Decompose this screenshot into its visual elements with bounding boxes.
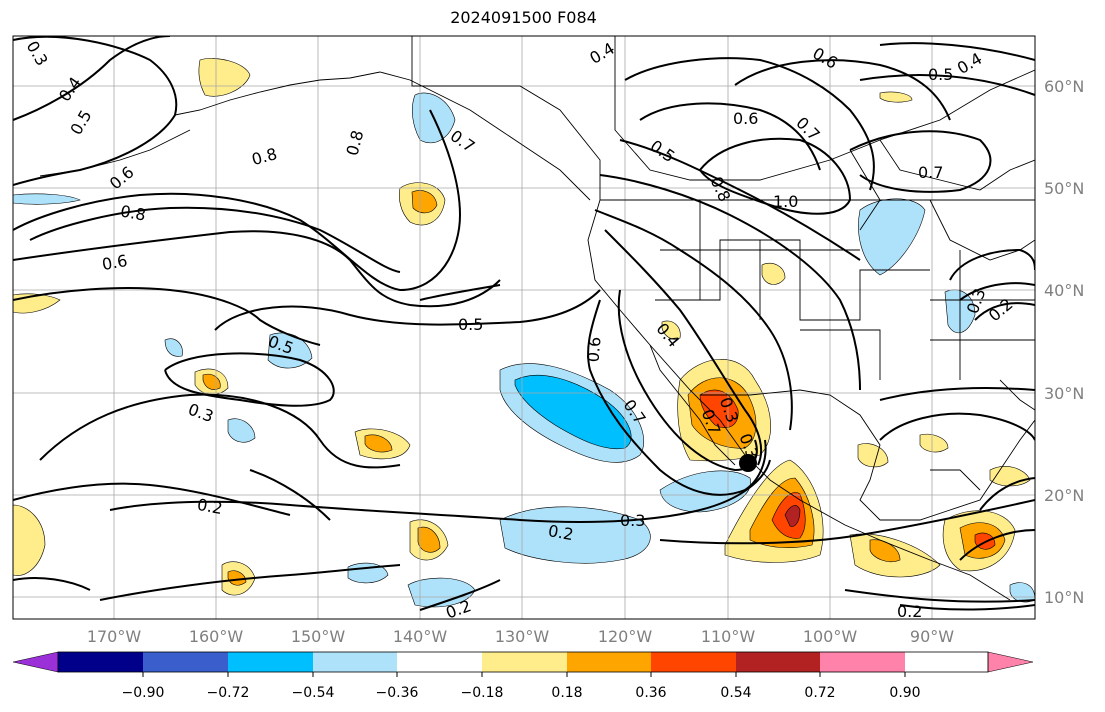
- colorbar-tick-label: 0.18: [551, 685, 582, 701]
- negative-shading: [164, 338, 183, 357]
- colorbar-segment: [820, 652, 905, 672]
- colorbar-tick-label: −0.72: [207, 685, 250, 701]
- positive-shading: [227, 570, 247, 586]
- colorbar-segment: [567, 652, 651, 672]
- colorbar-extend-high: [987, 651, 1034, 673]
- lon-label: 110°W: [701, 627, 756, 646]
- contour-label: 0.6: [583, 336, 604, 363]
- colorbar-segment: [397, 652, 482, 672]
- positive-shading: [411, 190, 438, 214]
- negative-shading: [227, 418, 256, 443]
- colorbar-frame: [57, 651, 989, 673]
- lon-label: 170°W: [87, 627, 142, 646]
- contour-label: 0.6: [100, 251, 128, 274]
- contour-lines: [13, 36, 1035, 611]
- colorbar-tick-label: 0.90: [889, 685, 920, 701]
- lat-label: 20°N: [1044, 486, 1084, 505]
- shading-layer: [13, 58, 1035, 608]
- colorbar-segment: [228, 652, 313, 672]
- lon-label: 120°W: [598, 627, 653, 646]
- colorbar-tick-label: −0.18: [461, 685, 504, 701]
- colorbar-tick-label: 0.72: [804, 685, 835, 701]
- colorbar-segment: [58, 652, 143, 672]
- colorbar-tick-label: −0.36: [376, 685, 419, 701]
- lat-label: 30°N: [1044, 384, 1084, 403]
- colorbar-segment: [651, 652, 736, 672]
- colorbar-segment: [736, 652, 820, 672]
- lon-label: 100°W: [803, 627, 858, 646]
- colorbar-tick-label: 0.54: [720, 685, 751, 701]
- colorbar-tick-label: −0.54: [292, 685, 335, 701]
- graticule: [13, 36, 1035, 619]
- contour-label: 0.6: [733, 109, 758, 128]
- lat-label: 10°N: [1044, 588, 1084, 607]
- colorbar-tick-label: 0.36: [635, 685, 666, 701]
- colorbar: −0.90 −0.72 −0.54 −0.36 −0.18 0.18 0.36 0.54 0.7…: [12, 651, 1034, 701]
- colorbar-segment: [143, 652, 228, 672]
- contour-label: 0.2: [897, 602, 922, 621]
- negative-shading: [858, 198, 926, 276]
- lat-label: 50°N: [1044, 179, 1084, 198]
- positive-shading: [198, 58, 251, 97]
- lon-label: 150°W: [291, 627, 346, 646]
- positive-shading: [661, 320, 681, 340]
- negative-shading: [13, 193, 81, 205]
- contour-label: 0.2: [196, 495, 224, 518]
- positive-shading: [857, 443, 889, 468]
- colorbar-segment: [313, 652, 397, 672]
- storm-center-marker: [739, 454, 757, 472]
- colorbar-tick-label: −0.90: [122, 685, 165, 701]
- contour-label: 0.7: [918, 163, 943, 182]
- plot-frame: [12, 35, 1036, 620]
- positive-shading: [879, 91, 913, 103]
- map-title: 2024091500 F084: [450, 8, 597, 27]
- contour-label: 0.5: [928, 65, 953, 84]
- positive-shading: [784, 505, 801, 527]
- lon-label: 160°W: [189, 627, 244, 646]
- positive-shading: [13, 504, 46, 576]
- lon-label: 130°W: [495, 627, 550, 646]
- colorbar-segment: [482, 652, 567, 672]
- positive-shading: [761, 262, 786, 285]
- lat-label: 60°N: [1044, 77, 1084, 96]
- contour-label: 0.8: [119, 201, 147, 224]
- lat-label: 40°N: [1044, 281, 1084, 300]
- positive-shading: [699, 389, 739, 429]
- contour-label: 1.0: [773, 192, 798, 211]
- coastlines: [39, 36, 1035, 601]
- contour-label: 0.3: [620, 511, 645, 530]
- lon-label: 140°W: [393, 627, 448, 646]
- contour-label: 0.5: [458, 315, 483, 334]
- latitude-labels: 60°N 50°N 40°N 30°N 20°N 10°N: [1044, 77, 1084, 607]
- colorbar-extend-low: [12, 651, 59, 673]
- positive-shading: [364, 434, 393, 453]
- contour-label: 0.2: [547, 521, 575, 544]
- lon-label: 90°W: [910, 627, 954, 646]
- longitude-labels: 170°W 160°W 150°W 140°W 130°W 120°W 110°…: [87, 627, 954, 646]
